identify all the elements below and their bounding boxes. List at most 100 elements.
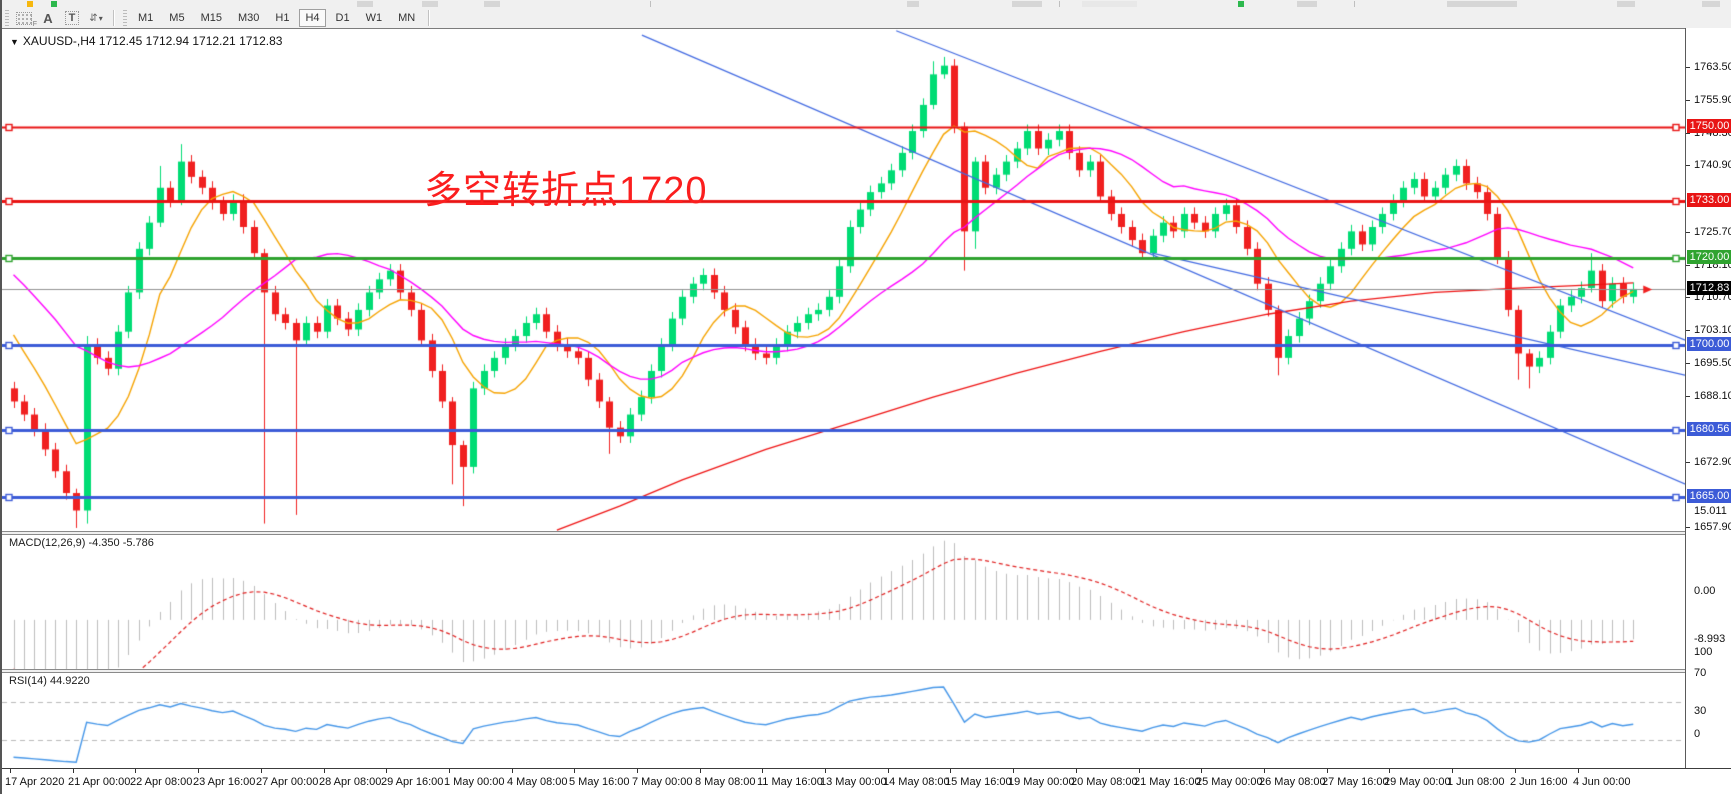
time-axis-label: 21 May 16:00 [1134,776,1201,788]
time-axis-tick [1201,769,1202,773]
timeframe-button-m5[interactable]: M5 [169,12,185,24]
price-badge: 1712.83 [1687,281,1731,295]
price-axis-tick [1686,396,1690,397]
price-axis-tick [1686,265,1690,266]
time-axis-label: 27 May 16:00 [1322,776,1389,788]
timeframe-button-h4[interactable]: H4 [299,9,326,27]
price-axis-tick [1686,363,1690,364]
chevron-down-icon: ▾ [98,13,103,23]
toolbar-separator [113,10,115,26]
rsi-canvas[interactable] [2,673,1686,769]
price-axis-label: 1672.90 [1694,456,1731,468]
text-label-tool-button[interactable]: A [43,10,53,26]
time-axis-tick [825,769,826,773]
price-axis-label: 1695.50 [1694,357,1731,369]
time-axis-tick [1389,769,1390,773]
price-axis-label: 1703.10 [1694,324,1731,336]
toolbar-button-fragment [484,1,500,7]
time-axis-label: 21 Apr 00:00 [68,776,131,788]
rsi-axis-label: 30 [1694,705,1707,717]
symbol-header: ▼ XAUUSD-,H4 1712.45 1712.94 1712.21 1712… [10,34,282,48]
timeframe-button-m1[interactable]: M1 [138,12,154,24]
macd-label: MACD(12,26,9) -4.350 -5.786 [7,537,156,549]
main-chart-canvas[interactable] [2,29,1686,531]
time-axis-tick [700,769,701,773]
toolbar-button-fragment [907,1,919,7]
plot-right-border [1685,28,1686,768]
time-axis-tick [135,769,136,773]
time-axis-tick [950,769,951,773]
time-axis[interactable]: 17 Apr 2020 21 Apr 00:00 22 Apr 08:00 23 Ap… [2,768,1731,794]
time-axis-label: 2 Jun 16:00 [1510,776,1568,788]
time-axis-label: 15 May 16:00 [945,776,1012,788]
time-axis-label: 4 Jun 00:00 [1573,776,1631,788]
timeframe-button-mn[interactable]: MN [398,12,416,24]
price-axis-tick [1686,330,1690,331]
toolbar-grip[interactable] [5,10,9,26]
text-tool-button[interactable]: T [62,10,82,26]
time-axis-label: 1 Jun 08:00 [1447,776,1505,788]
time-axis-tick [1327,769,1328,773]
time-axis-label: 13 May 00:00 [820,776,887,788]
time-axis-tick [261,769,262,773]
time-axis-tick [1264,769,1265,773]
price-badge: 1733.00 [1687,193,1731,207]
rsi-axis-label: 100 [1694,646,1713,658]
time-axis-tick [762,769,763,773]
time-axis-label: 29 Apr 16:00 [381,776,444,788]
toolbar: F A T ⇵ ▾ M1 M5 M15 M30 H1 H4 D1 W1 MN [2,8,1731,29]
macd-canvas[interactable] [2,535,1686,669]
time-axis-label: 4 May 08:00 [507,776,568,788]
time-axis-tick [637,769,638,773]
indicator-arrows-icon: ⇵ [89,12,97,24]
pane-separator[interactable] [2,531,1731,535]
toolbar-button-fragment [1702,1,1720,7]
price-badge: 1750.00 [1687,119,1731,133]
timeframe-button-w1[interactable]: W1 [365,12,383,24]
price-badge: 1700.00 [1687,337,1731,351]
time-axis-tick [574,769,575,773]
price-badge: 1680.56 [1687,422,1731,436]
time-axis-label: 11 May 16:00 [757,776,823,788]
time-axis-tick [386,769,387,773]
time-axis-label: 14 May 08:00 [883,776,950,788]
toolbar-button-fragment [1447,1,1517,7]
timeframe-button-m15[interactable]: M15 [200,12,222,24]
time-axis-label: 19 May 00:00 [1008,776,1075,788]
price-axis-tick [1686,232,1690,233]
timeframe-button-h1[interactable]: H1 [275,12,290,24]
toolbar-button-fragment [650,1,651,7]
toolbar-button-fragment [1354,1,1355,7]
time-axis-tick [324,769,325,773]
time-axis-label: 25 May 00:00 [1196,776,1263,788]
rsi-axis-label: 70 [1694,667,1707,679]
pane-separator[interactable] [2,669,1731,673]
chart-annotation-text[interactable]: 多空转折点1720 [424,170,708,212]
dotted-grid-icon[interactable]: F [14,10,37,28]
time-axis-tick [1013,769,1014,773]
price-axis-label: 1763.50 [1694,61,1731,73]
time-axis-tick [198,769,199,773]
timeframe-button-d1[interactable]: D1 [335,12,350,24]
chevron-down-icon[interactable]: ▼ [10,37,19,47]
symbol-ohlc-title: XAUUSD-,H4 1712.45 1712.94 1712.21 1712.… [22,34,283,48]
macd-pane: MACD(12,26,9) -4.350 -5.786 [2,535,1686,669]
text-tool-icon: T [64,11,80,25]
toolbar-button-fragment [27,1,33,7]
rsi-pane: RSI(14) 44.9220 [2,673,1686,769]
time-axis-tick [10,769,11,773]
toolbar-separator [428,10,431,26]
price-axis-label: 1688.10 [1694,390,1731,402]
toolbar-button-fragment [357,1,373,7]
time-axis-label: 22 Apr 08:00 [130,776,193,788]
price-axis-label: 1657.90 [1694,521,1731,533]
time-axis-label: 20 May 08:00 [1071,776,1138,788]
time-axis-tick [1515,769,1516,773]
toolbar-grip[interactable] [123,10,127,26]
price-axis-tick [1686,100,1690,101]
timeframe-button-m30[interactable]: M30 [237,12,260,24]
price-axis[interactable]: 1763.50 1755.90 1748.30 1740.90 1725.70 1718.… [1686,28,1731,768]
indicators-dropdown-button[interactable]: ⇵ ▾ [86,10,106,26]
time-axis-label: 23 Apr 16:00 [193,776,256,788]
